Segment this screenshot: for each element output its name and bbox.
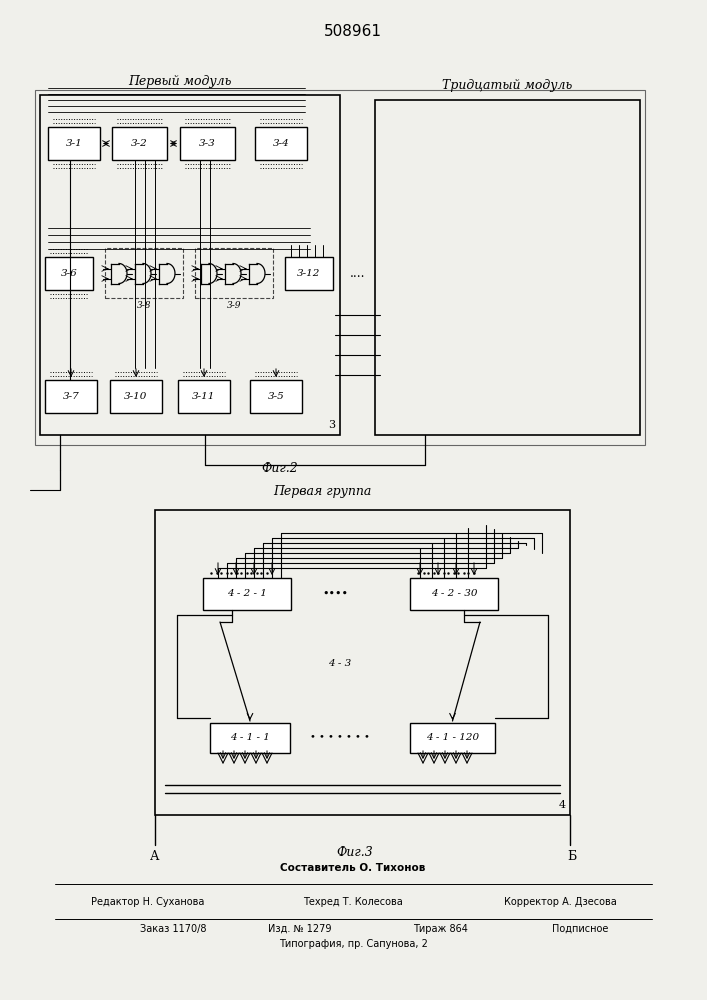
Bar — [410, 578, 498, 610]
Text: А: А — [151, 850, 160, 863]
Bar — [48, 127, 100, 160]
Bar — [178, 380, 230, 413]
Bar — [285, 257, 333, 290]
Text: 3-8: 3-8 — [136, 300, 151, 310]
Text: 4 - 2 - 1: 4 - 2 - 1 — [227, 589, 267, 598]
Text: Составитель О. Тихонов: Составитель О. Тихонов — [280, 863, 426, 873]
Text: Первый модуль: Первый модуль — [128, 75, 232, 88]
Text: 3-7: 3-7 — [63, 392, 79, 401]
Text: Фиг.2: Фиг.2 — [262, 462, 298, 475]
Text: ••••: •••• — [322, 589, 348, 599]
Text: 4 - 1 - 1: 4 - 1 - 1 — [230, 734, 270, 742]
Text: Б: Б — [568, 850, 577, 863]
Bar — [250, 380, 302, 413]
Text: 3-10: 3-10 — [124, 392, 148, 401]
Text: • • • • • • •: • • • • • • • — [310, 734, 370, 742]
Bar — [112, 127, 167, 160]
Text: 3-4: 3-4 — [273, 139, 289, 148]
Text: Изд. № 1279: Изд. № 1279 — [268, 924, 332, 934]
Bar — [40, 95, 340, 435]
Text: 508961: 508961 — [324, 24, 382, 39]
Bar — [45, 257, 93, 290]
Text: 3-5: 3-5 — [268, 392, 284, 401]
Text: 3-9: 3-9 — [227, 300, 241, 310]
Bar — [45, 380, 97, 413]
Text: Заказ 1170/8: Заказ 1170/8 — [140, 924, 206, 934]
Text: 4 - 1 - 120: 4 - 1 - 120 — [426, 734, 479, 742]
Text: 3-2: 3-2 — [131, 139, 148, 148]
Text: Тираж 864: Тираж 864 — [413, 924, 467, 934]
Bar — [210, 723, 290, 753]
Text: 4: 4 — [559, 800, 566, 810]
Text: 3-12: 3-12 — [298, 269, 321, 278]
Bar — [110, 380, 162, 413]
Text: Первая группа: Первая группа — [274, 486, 372, 498]
Text: Подписное: Подписное — [551, 924, 608, 934]
Text: 3-3: 3-3 — [199, 139, 216, 148]
Bar — [180, 127, 235, 160]
Bar — [105, 248, 183, 298]
Text: 4 - 3: 4 - 3 — [328, 659, 351, 668]
Text: Редактор Н. Суханова: Редактор Н. Суханова — [91, 897, 205, 907]
Bar — [155, 510, 570, 815]
Bar — [375, 100, 640, 435]
Text: Тридцатый модуль: Тридцатый модуль — [443, 80, 573, 93]
Bar — [255, 127, 307, 160]
Bar — [35, 90, 645, 445]
Text: 4 - 2 - 30: 4 - 2 - 30 — [431, 589, 477, 598]
Bar — [195, 248, 273, 298]
Text: Корректор А. Дзесова: Корректор А. Дзесова — [503, 897, 617, 907]
Text: 3-11: 3-11 — [192, 392, 216, 401]
Text: ....: .... — [350, 267, 366, 280]
Text: Типография, пр. Сапунова, 2: Типография, пр. Сапунова, 2 — [279, 939, 428, 949]
Text: 3: 3 — [329, 420, 336, 430]
Text: 3-1: 3-1 — [66, 139, 83, 148]
Text: Техред Т. Колесова: Техред Т. Колесова — [303, 897, 403, 907]
Text: 3-6: 3-6 — [61, 269, 77, 278]
Bar — [410, 723, 495, 753]
Text: Фиг.3: Фиг.3 — [337, 846, 373, 858]
Bar — [203, 578, 291, 610]
